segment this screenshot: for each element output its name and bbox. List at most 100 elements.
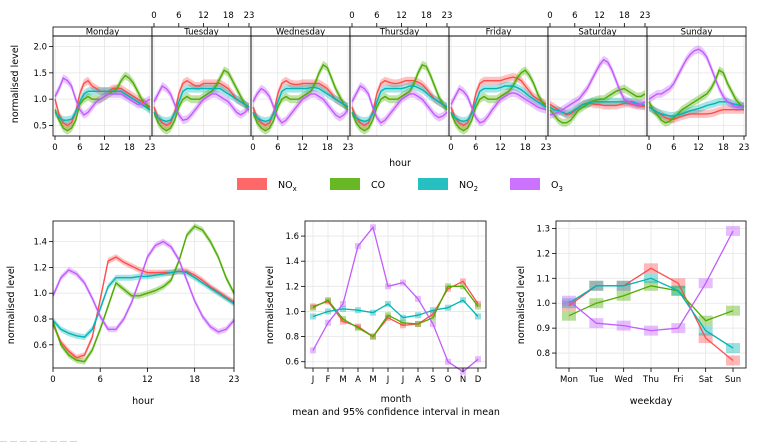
top-xtick-label: 6 xyxy=(671,143,676,153)
month-nox-ci xyxy=(310,303,316,310)
weekday-o3-ci xyxy=(726,225,740,236)
hour-ytick-label: 1.0 xyxy=(33,289,47,299)
top-xtick-label: 18 xyxy=(322,143,333,153)
top-thursday-co-line xyxy=(351,64,448,132)
top-ytick-label: 0.5 xyxy=(33,121,47,131)
gridlines xyxy=(52,36,746,368)
top-tuesday-nox-band xyxy=(154,76,249,130)
top-xtick-label: 6 xyxy=(176,11,181,21)
top-xtick-label: 0 xyxy=(448,143,453,153)
top-monday-o3-line xyxy=(54,77,151,116)
hour-panel-frame xyxy=(52,220,235,369)
strip-label-tuesday: Tuesday xyxy=(183,28,219,38)
top-xtick-label: 23 xyxy=(343,143,354,153)
top-sunday-co-band xyxy=(649,66,744,127)
top-xtick-label: 23 xyxy=(145,143,156,153)
top-sunday-o3-line xyxy=(648,48,745,108)
hour-xtick-label: 18 xyxy=(189,375,200,385)
top-friday-nox-line xyxy=(450,76,547,127)
top-panel-frame xyxy=(646,35,747,137)
top-friday-o3-line xyxy=(450,87,547,124)
top-xtick-label: 0 xyxy=(250,143,255,153)
hour-y-axis-label: normalised level xyxy=(6,266,17,344)
top-xtick-label: 6 xyxy=(275,143,280,153)
weekday-xtick-label: Thu xyxy=(642,375,659,385)
top-ytick-label: 1.5 xyxy=(33,69,47,79)
month-ytick-label: 1.0 xyxy=(285,307,299,317)
weekday-o3-line xyxy=(568,230,734,332)
strip-label-wednesday: Wednesday xyxy=(276,28,325,38)
top-tuesday-o3-line xyxy=(153,85,250,121)
weekday-co-ci xyxy=(726,305,740,316)
series-lines xyxy=(52,48,745,373)
month-panel-frame xyxy=(304,220,487,369)
month-x-axis-label: month xyxy=(381,394,412,405)
month-co-line xyxy=(312,285,479,338)
top-ytick-label: 1.0 xyxy=(33,95,47,105)
month-xtick-label: D xyxy=(475,375,482,385)
top-tuesday-no2-line xyxy=(153,87,250,123)
weekday-no2-ci xyxy=(562,298,576,309)
weekday-co-line xyxy=(568,285,734,322)
top-saturday-o3-line xyxy=(549,58,646,116)
top-thursday-o3-line xyxy=(351,85,448,124)
top-wednesday-nox-band xyxy=(253,76,348,130)
month-xtick-label: S xyxy=(430,375,435,385)
month-xtick-label: O xyxy=(445,375,452,385)
legend-label-o3: O3 xyxy=(551,180,563,193)
top-xtick-label: 18 xyxy=(520,143,531,153)
legend: NOx CO NO2 O3 xyxy=(237,178,563,193)
month-o3-line xyxy=(312,225,479,373)
top-xtick-label: 0 xyxy=(349,11,354,21)
top-wednesday-co-line xyxy=(252,63,349,132)
top-y-axis-label: normalised level xyxy=(10,45,21,123)
weekday-x-axis-label: weekday xyxy=(630,396,673,407)
top-xtick-label: 0 xyxy=(547,11,552,21)
weekday-y-axis-label: normalised level xyxy=(516,266,527,344)
clipped-footer-text xyxy=(0,431,220,442)
weekday-ytick-label: 1.3 xyxy=(536,224,550,234)
top-friday-co-band xyxy=(451,66,546,135)
top-xtick-label: 12 xyxy=(594,11,605,21)
strip-label-saturday: Saturday xyxy=(578,28,616,38)
top-wednesday-nox-line xyxy=(252,79,349,127)
top-xtick-label: 0 xyxy=(646,143,651,153)
legend-label-co: CO xyxy=(371,180,385,191)
legend-swatch-co xyxy=(330,178,360,190)
top-xtick-label: 18 xyxy=(124,143,135,153)
top-xtick-label: 12 xyxy=(693,143,704,153)
hour-o3-line xyxy=(52,240,235,333)
top-friday-co-line xyxy=(450,69,547,132)
hour-no2-line xyxy=(52,270,235,338)
top-sunday-nox-line xyxy=(648,106,744,120)
legend-swatch-o3 xyxy=(510,178,540,190)
top-xtick-label: 6 xyxy=(473,143,478,153)
top-ytick-label: 2.0 xyxy=(33,43,47,53)
hour-no2-band xyxy=(53,268,234,341)
top-friday-no2-band xyxy=(451,82,546,126)
month-nox-ci xyxy=(475,300,481,307)
top-xtick-label: 23 xyxy=(244,11,255,21)
top-tuesday-co-band xyxy=(154,66,249,135)
top-xtick-label: 18 xyxy=(223,11,234,21)
confidence-bands xyxy=(53,45,744,375)
weekday-ytick-label: 1.0 xyxy=(536,299,550,309)
month-xtick-label: A xyxy=(415,375,421,385)
top-sunday-co-line xyxy=(648,69,745,124)
weekday-ytick-label: 1.1 xyxy=(536,274,550,284)
weekday-ytick-label: 1.2 xyxy=(536,249,550,259)
top-wednesday-o3-line xyxy=(252,87,349,124)
hour-ytick-label: 0.6 xyxy=(33,341,47,351)
top-thursday-no2-line xyxy=(351,85,448,123)
top-xtick-label: 6 xyxy=(374,11,379,21)
legend-label-nox: NOx xyxy=(278,180,297,193)
hour-nox-line xyxy=(52,256,235,359)
month-xtick-label: J xyxy=(311,375,315,385)
top-x-axis-label: hour xyxy=(389,158,411,169)
month-y-axis-label: normalised level xyxy=(265,266,276,344)
top-xtick-label: 18 xyxy=(718,143,729,153)
month-ytick-label: 1.4 xyxy=(285,257,299,267)
top-xtick-label: 0 xyxy=(52,143,57,153)
top-wednesday-no2-line xyxy=(252,86,349,123)
